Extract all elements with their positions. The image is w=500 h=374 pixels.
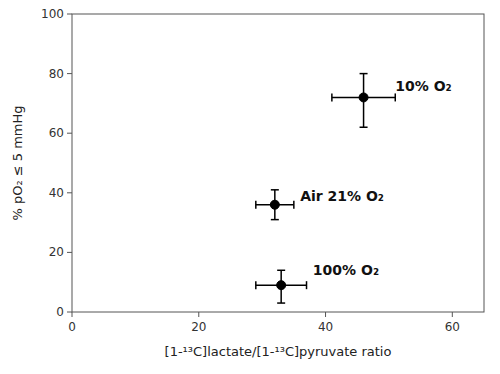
error-bar-cap — [277, 270, 285, 272]
x-axis-label: [1-¹³C]lactate/[1-¹³C]pyruvate ratio — [165, 344, 392, 359]
y-tick-label: 80 — [49, 67, 64, 81]
error-bar-y — [271, 190, 279, 220]
y-tick — [67, 312, 72, 313]
error-bar-x — [256, 281, 307, 289]
error-bar-cap — [271, 189, 279, 191]
error-bar-cap — [255, 281, 257, 289]
x-tick — [325, 312, 326, 317]
error-bar-y — [277, 270, 285, 303]
annotation: Air 21% O₂ — [300, 188, 384, 204]
y-tick-label: 20 — [49, 245, 64, 259]
chart: 0 20 40 60 0 20 40 60 80 100 [1-¹³C]lactate/[1-¹³C… — [0, 0, 500, 374]
error-bar-cap — [277, 302, 285, 304]
error-bar-cap — [360, 73, 368, 75]
error-bar-cap — [331, 93, 333, 101]
y-tick — [67, 73, 72, 74]
x-tick-label: 60 — [445, 320, 460, 334]
x-tick-label: 20 — [191, 320, 206, 334]
y-tick-label: 100 — [41, 7, 64, 21]
error-bar-cap — [255, 201, 257, 209]
annotation: 100% O₂ — [313, 262, 379, 278]
y-tick-label: 40 — [49, 186, 64, 200]
y-tick-label: 60 — [49, 126, 64, 140]
point — [359, 93, 368, 102]
x-tick — [72, 312, 73, 317]
x-tick — [198, 312, 199, 317]
point — [270, 200, 279, 209]
error-bar-cap — [360, 126, 368, 128]
error-bar-x — [332, 93, 395, 101]
error-bar-cap — [271, 219, 279, 221]
annotation: 10% O₂ — [395, 78, 451, 94]
plot-frame — [72, 14, 484, 312]
point — [277, 281, 286, 290]
y-tick — [67, 192, 72, 193]
y-tick — [67, 133, 72, 134]
y-tick — [67, 252, 72, 253]
y-tick — [67, 14, 72, 15]
x-tick-label: 40 — [318, 320, 333, 334]
error-bar-cap — [306, 281, 308, 289]
error-bar-y — [360, 74, 368, 128]
error-bar-x — [256, 201, 294, 209]
y-axis-label: % pO₂ ≤ 5 mmHg — [10, 105, 25, 220]
marks — [256, 74, 395, 303]
x-tick — [452, 312, 453, 317]
y-tick-label: 0 — [56, 305, 64, 319]
error-bar-cap — [395, 93, 397, 101]
x-tick-label: 0 — [68, 320, 76, 334]
error-bar-cap — [293, 201, 295, 209]
